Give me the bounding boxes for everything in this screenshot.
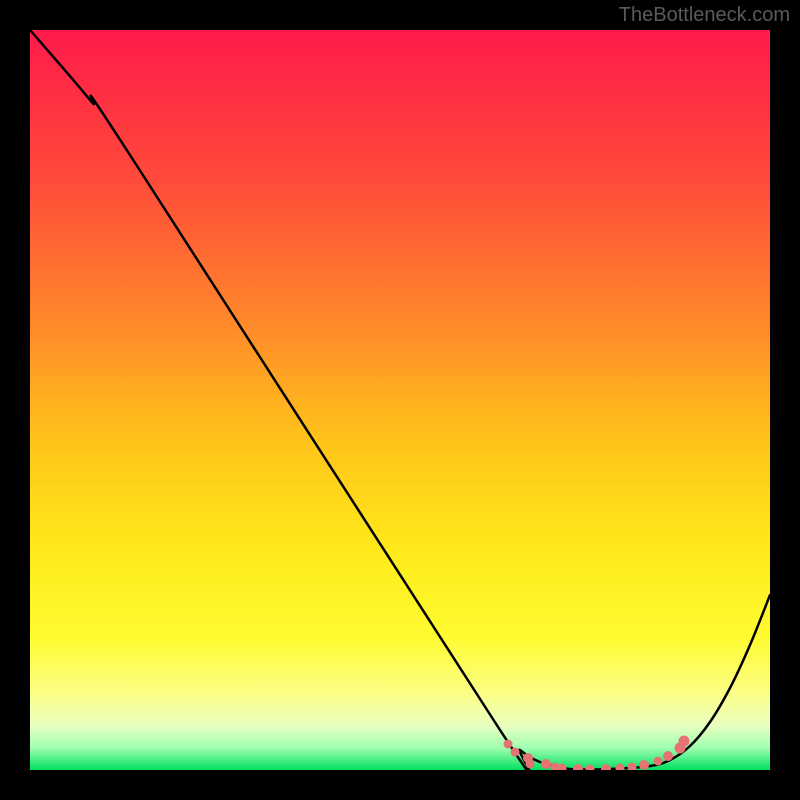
valley-marker: [573, 764, 583, 770]
chart-curve-layer: [30, 30, 770, 770]
valley-marker: [558, 764, 567, 771]
valley-marker: [586, 765, 595, 771]
valley-marker: [616, 764, 625, 771]
valley-marker: [679, 736, 690, 747]
valley-marker: [628, 763, 637, 771]
valley-marker: [663, 751, 673, 761]
chart-plot-area: [30, 30, 770, 770]
valley-marker: [541, 759, 551, 769]
valley-marker-group: [504, 736, 690, 771]
valley-marker: [526, 760, 535, 769]
valley-marker: [654, 757, 663, 766]
watermark-text: TheBottleneck.com: [619, 4, 790, 27]
valley-marker: [601, 764, 611, 770]
valley-marker: [511, 748, 520, 757]
valley-marker: [639, 760, 649, 770]
bottleneck-curve: [30, 30, 770, 770]
valley-marker: [504, 740, 513, 749]
